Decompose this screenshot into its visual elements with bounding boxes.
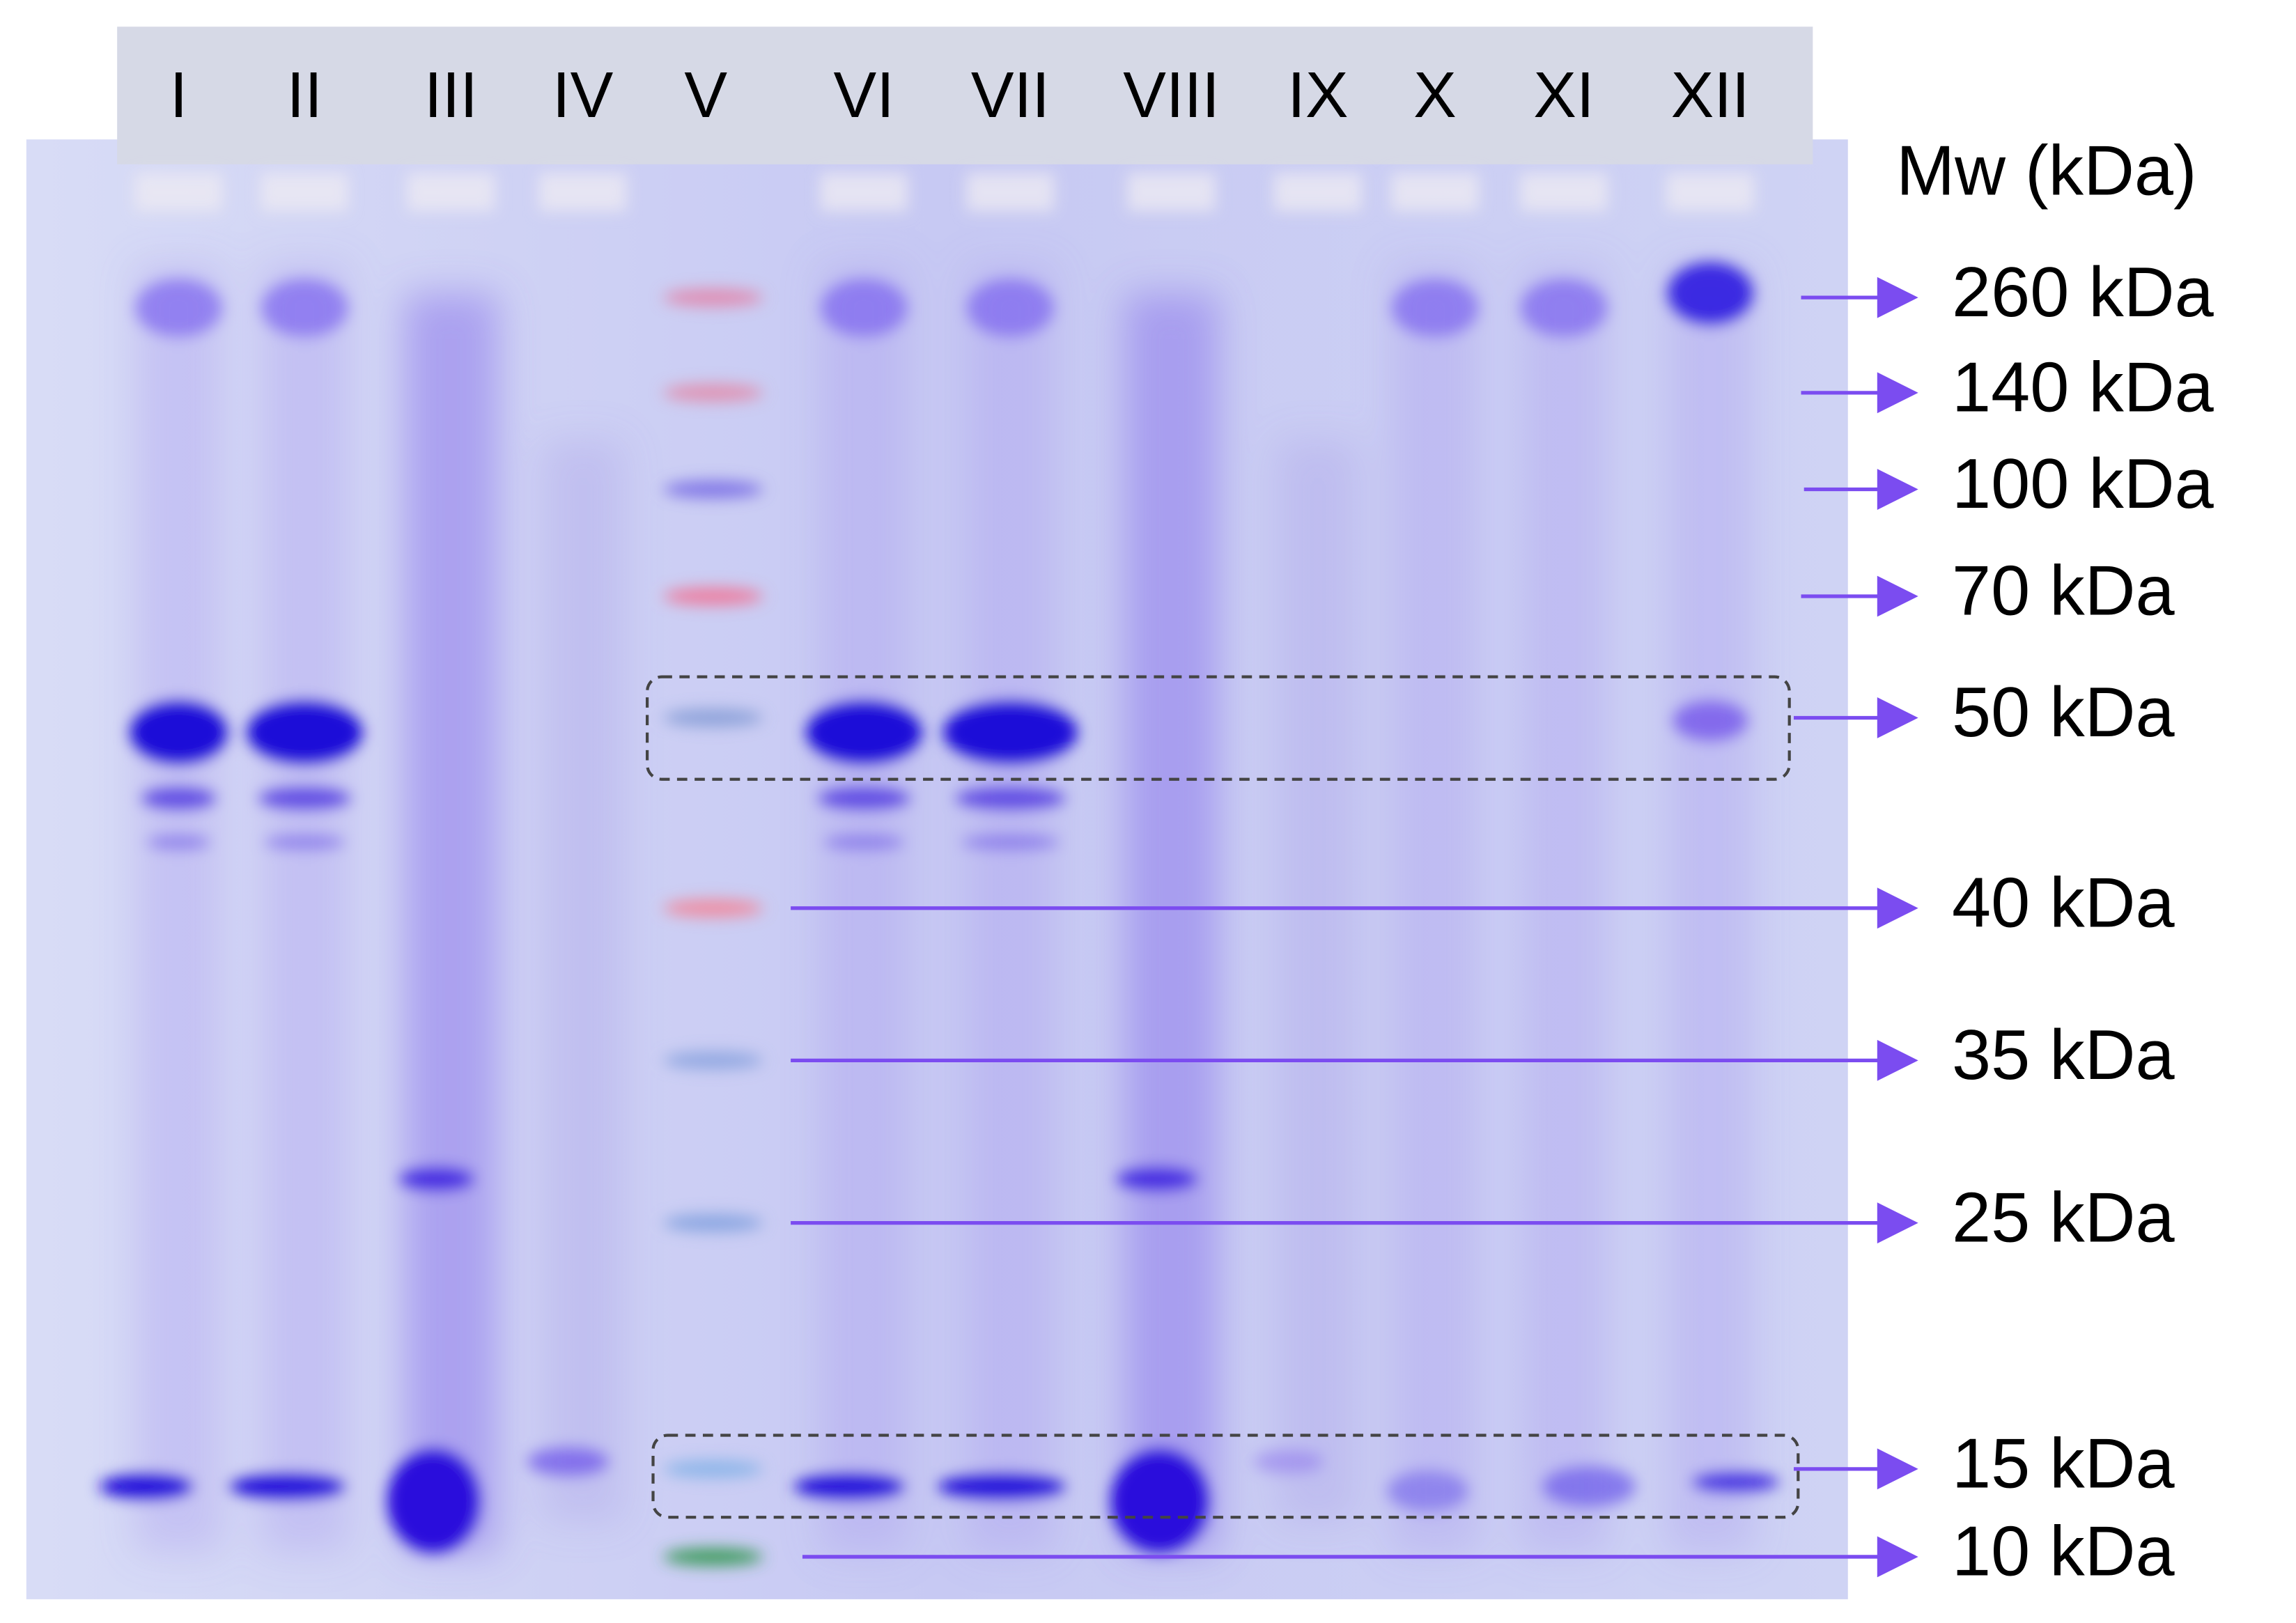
band [663, 384, 763, 402]
dashed-box [651, 1434, 1800, 1519]
band [1390, 278, 1480, 337]
band [257, 786, 352, 810]
marker-label: 140 kDa [1952, 348, 2214, 426]
smear [1124, 293, 1218, 1553]
band [246, 700, 364, 765]
band [386, 1448, 481, 1554]
arrow-head [1877, 1448, 1918, 1490]
band [937, 1473, 1066, 1500]
band [966, 278, 1055, 337]
band [134, 278, 223, 337]
marker-label: 15 kDa [1952, 1424, 2175, 1502]
arrow-head [1877, 469, 1918, 510]
marker-label: 10 kDa [1952, 1513, 2175, 1591]
band [99, 1473, 194, 1500]
lane-label: VII [971, 59, 1050, 131]
arrow-head [1877, 575, 1918, 617]
band [663, 1051, 763, 1069]
band [954, 786, 1066, 810]
band [1115, 1167, 1198, 1191]
well [538, 173, 627, 212]
marker-label: 50 kDa [1952, 674, 2175, 752]
well [1273, 173, 1362, 212]
lane-header [117, 26, 1813, 164]
well [966, 173, 1055, 212]
band [228, 1473, 346, 1500]
band [793, 1473, 906, 1500]
marker-label: 260 kDa [1952, 254, 2214, 332]
band [663, 1548, 763, 1566]
marker-label: 40 kDa [1952, 864, 2175, 942]
marker-label: 25 kDa [1952, 1179, 2175, 1257]
lane-label: XI [1533, 59, 1594, 131]
band [527, 1447, 610, 1477]
marker-label: 100 kDa [1952, 445, 2214, 523]
arrow-head [1877, 1536, 1918, 1578]
band [1253, 1450, 1324, 1474]
well [134, 173, 223, 212]
band [1691, 1472, 1779, 1493]
lane-label: V [684, 59, 727, 131]
arrow-head [1877, 277, 1918, 318]
arrow-head [1877, 372, 1918, 414]
well [1127, 173, 1216, 212]
lane-label: VIII [1123, 59, 1220, 131]
band [398, 1167, 475, 1191]
arrow-head [1877, 1202, 1918, 1244]
band [1386, 1470, 1469, 1512]
lane-label: X [1413, 59, 1457, 131]
band [146, 834, 211, 850]
lane-label: IV [552, 59, 614, 131]
lane-label: III [424, 59, 478, 131]
lane-label: XII [1671, 59, 1750, 131]
band [663, 708, 763, 727]
band [820, 278, 908, 337]
lane-label: VI [834, 59, 894, 131]
well [820, 173, 908, 212]
smear [134, 263, 223, 1553]
smear [541, 440, 624, 1523]
band [261, 278, 349, 337]
band [1542, 1466, 1636, 1507]
band [263, 834, 346, 850]
smear [261, 263, 349, 1553]
smear [1276, 440, 1359, 1523]
smear [404, 293, 498, 1553]
band [663, 587, 763, 605]
well [1519, 173, 1608, 212]
mw-header: Mw (kDa) [1896, 132, 2196, 210]
band [663, 480, 763, 499]
marker-label: 70 kDa [1952, 552, 2175, 630]
arrow-head [1877, 887, 1918, 929]
band [663, 288, 763, 306]
well [1666, 173, 1755, 212]
band [663, 1214, 763, 1232]
well [1390, 173, 1480, 212]
arrow-head [1877, 697, 1918, 738]
lane-label: II [287, 59, 323, 131]
band [1666, 261, 1755, 326]
band [943, 700, 1078, 765]
well [407, 173, 495, 212]
band [663, 1460, 763, 1478]
band [1672, 700, 1748, 742]
marker-label: 35 kDa [1952, 1016, 2175, 1094]
band [128, 700, 228, 765]
band [1110, 1448, 1210, 1554]
well [261, 173, 349, 212]
band [1519, 278, 1608, 337]
band [805, 700, 923, 765]
band [823, 834, 906, 850]
arrow-head [1877, 1039, 1918, 1081]
band [140, 786, 217, 810]
band [663, 899, 763, 917]
lane-label: IX [1287, 59, 1348, 131]
lane-label: I [170, 59, 188, 131]
band [816, 786, 911, 810]
band [960, 834, 1060, 850]
